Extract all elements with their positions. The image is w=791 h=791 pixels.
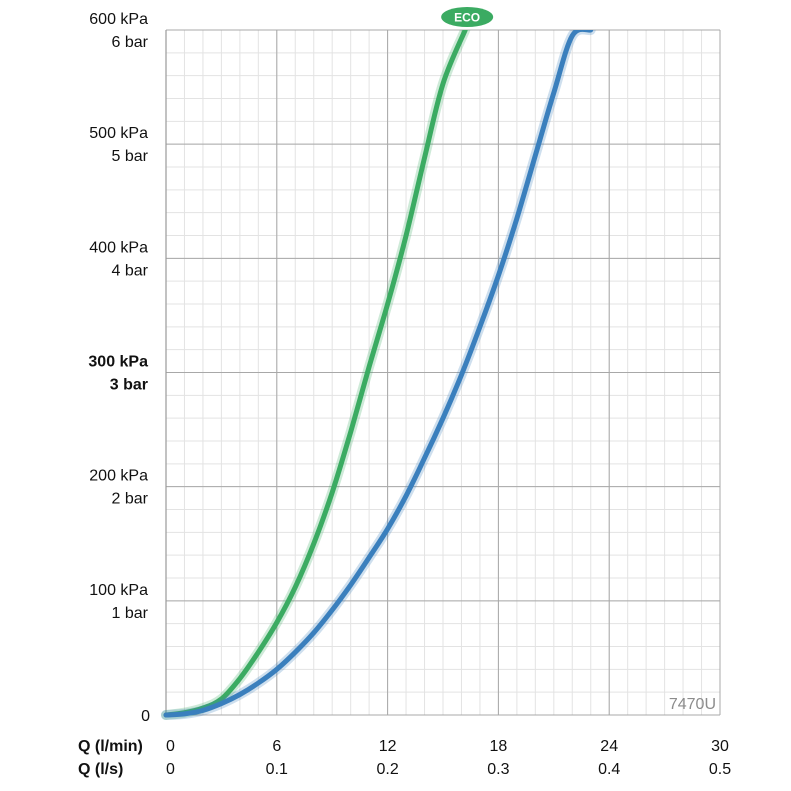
y-tick-label-bar: 4 bar bbox=[112, 262, 149, 279]
x-tick-label-ls: 0.5 bbox=[709, 761, 731, 778]
y-tick-label-kpa: 100 kPa bbox=[89, 582, 148, 599]
eco-series-line bbox=[163, 30, 468, 718]
x-tick-label-lmin: 6 bbox=[272, 738, 281, 755]
x-tick-label-ls: 0.3 bbox=[487, 761, 509, 778]
y-tick-label-bar: 3 bar bbox=[110, 377, 148, 394]
y-tick-label-kpa: 600 kPa bbox=[89, 11, 148, 28]
x-tick-label-ls: 0.1 bbox=[266, 761, 288, 778]
eco-badge-shape bbox=[441, 7, 494, 27]
x-tick-label-ls: 0.4 bbox=[598, 761, 620, 778]
grid-major bbox=[165, 29, 721, 716]
eco-badge: ECO bbox=[441, 7, 494, 27]
x-tick-label-lmin: 0 bbox=[166, 738, 175, 755]
x-axis-label-ls: Q (l/s) bbox=[78, 761, 123, 778]
x-axis-label-lmin: Q (l/min) bbox=[78, 738, 143, 755]
series-layer bbox=[161, 30, 596, 720]
y-tick-label-kpa: 0 bbox=[141, 708, 150, 725]
eco-label: ECO bbox=[454, 11, 480, 25]
x-tick-label-ls: 0.2 bbox=[376, 761, 398, 778]
x-axis-tick-labels: 0 0 6 0.1 12 0.2 18 0.3 24 0.4 30 0.5 bbox=[166, 738, 731, 778]
y-tick-label-kpa: 200 kPa bbox=[89, 468, 148, 485]
y-tick-label-kpa: 300 kPa bbox=[88, 354, 148, 371]
x-tick-label-lmin: 24 bbox=[600, 738, 618, 755]
standard-series-line bbox=[163, 30, 594, 718]
y-tick-label-kpa: 500 kPa bbox=[89, 125, 148, 142]
y-tick-label-bar: 2 bar bbox=[112, 491, 149, 508]
x-tick-label-lmin: 12 bbox=[379, 738, 397, 755]
y-tick-label-kpa: 400 kPa bbox=[89, 239, 148, 256]
y-tick-label-bar: 1 bar bbox=[112, 605, 149, 622]
y-axis-tick-labels: 0 100 kPa 1 bar 200 kPa 2 bar 300 kPa 3 bar 400… bbox=[88, 11, 150, 725]
model-code-label: 7470U bbox=[669, 696, 716, 713]
x-tick-label-lmin: 30 bbox=[711, 738, 729, 755]
y-tick-label-bar: 5 bar bbox=[112, 148, 149, 165]
x-tick-label-lmin: 18 bbox=[490, 738, 508, 755]
y-tick-label-bar: 6 bar bbox=[112, 34, 149, 51]
x-tick-label-ls: 0 bbox=[166, 761, 175, 778]
